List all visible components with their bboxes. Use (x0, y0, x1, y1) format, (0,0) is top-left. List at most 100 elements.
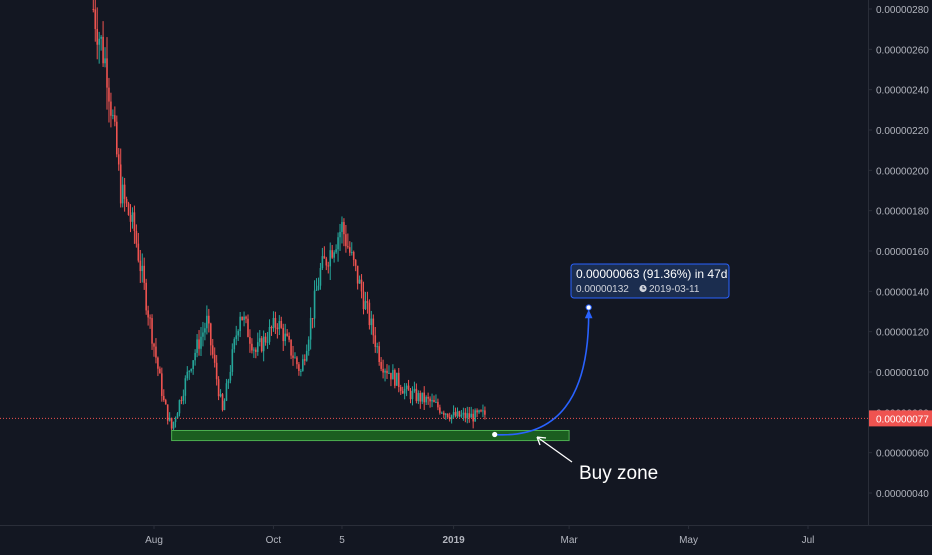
candle-body[interactable] (137, 243, 140, 261)
candle-body[interactable] (253, 349, 255, 351)
candle-body[interactable] (115, 121, 118, 155)
candle-body[interactable] (127, 203, 130, 215)
candle-body[interactable] (394, 370, 396, 386)
candle-body[interactable] (147, 310, 149, 318)
candle-body[interactable] (307, 339, 310, 351)
candle-body[interactable] (129, 214, 132, 222)
candle-body[interactable] (119, 164, 122, 204)
candle-body[interactable] (235, 335, 238, 340)
candle-body[interactable] (184, 378, 187, 396)
candle-body[interactable] (290, 339, 292, 356)
candle-body[interactable] (206, 315, 208, 329)
candle-body[interactable] (229, 371, 232, 381)
candle-body[interactable] (170, 417, 173, 429)
candle-body[interactable] (313, 290, 316, 319)
candle-body[interactable] (100, 36, 102, 39)
candle-body[interactable] (427, 396, 429, 399)
candle-body[interactable] (425, 396, 427, 403)
candle-body[interactable] (372, 318, 375, 336)
candle-body[interactable] (180, 400, 183, 402)
candle-body[interactable] (419, 393, 422, 402)
candle-body[interactable] (145, 282, 147, 311)
candle-body[interactable] (182, 395, 185, 401)
candle-body[interactable] (92, 9, 95, 10)
candle-body[interactable] (347, 246, 349, 248)
candle-body[interactable] (464, 412, 467, 419)
candle-body[interactable] (123, 184, 126, 199)
candle-body[interactable] (392, 370, 394, 380)
candle-body[interactable] (382, 368, 384, 373)
candle-body[interactable] (239, 316, 241, 332)
candle-body[interactable] (329, 250, 332, 267)
candle-body[interactable] (376, 346, 379, 348)
candle-body[interactable] (151, 318, 153, 344)
candle-body[interactable] (421, 392, 424, 402)
candle-body[interactable] (176, 413, 179, 419)
candle-body[interactable] (345, 234, 347, 247)
candle-body[interactable] (362, 291, 365, 310)
candle-body[interactable] (433, 400, 435, 403)
candle-body[interactable] (478, 410, 480, 413)
candle-body[interactable] (276, 327, 279, 330)
candle-body[interactable] (192, 360, 194, 369)
candle-body[interactable] (364, 301, 367, 310)
candle-body[interactable] (409, 390, 412, 400)
candle-body[interactable] (311, 318, 314, 320)
candle-body[interactable] (225, 383, 228, 401)
candle-body[interactable] (384, 370, 386, 373)
candle-body[interactable] (439, 407, 441, 413)
candle-body[interactable] (321, 256, 324, 269)
candle-body[interactable] (104, 58, 106, 64)
candle-body[interactable] (155, 346, 157, 358)
candle-body[interactable] (454, 412, 457, 417)
candle-body[interactable] (208, 315, 210, 324)
candle-body[interactable] (448, 416, 451, 420)
candle-body[interactable] (217, 379, 220, 397)
candle-body[interactable] (94, 9, 97, 30)
candle-body[interactable] (435, 401, 437, 403)
candle-body[interactable] (396, 372, 398, 386)
candle-body[interactable] (399, 387, 402, 391)
candle-body[interactable] (213, 354, 216, 363)
candle-body[interactable] (296, 357, 298, 365)
candle-body[interactable] (280, 320, 283, 328)
candle-body[interactable] (403, 388, 406, 394)
candle-body[interactable] (211, 345, 214, 355)
buy-zone-rect[interactable] (171, 429, 570, 442)
candle-body[interactable] (272, 317, 275, 329)
candle-body[interactable] (429, 398, 431, 402)
candle-body[interactable] (354, 259, 357, 266)
candle-body[interactable] (437, 401, 439, 408)
candle-body[interactable] (139, 260, 142, 272)
candle-body[interactable] (121, 184, 124, 204)
candle-body[interactable] (349, 247, 351, 253)
candle-body[interactable] (470, 413, 473, 418)
candle-body[interactable] (114, 115, 116, 122)
candle-body[interactable] (466, 413, 469, 419)
candle-body[interactable] (168, 417, 171, 421)
candle-body[interactable] (251, 343, 253, 351)
candle-body[interactable] (264, 336, 267, 343)
candle-body[interactable] (190, 368, 193, 371)
candle-body[interactable] (302, 359, 304, 371)
candle-body[interactable] (188, 370, 191, 372)
candle-body[interactable] (380, 362, 382, 369)
candle-body[interactable] (327, 265, 330, 267)
y-axis[interactable]: 0.00000280 0.00000260 0.00000240 0.00000220… (868, 5, 929, 500)
candle-body[interactable] (274, 317, 277, 328)
candle-body[interactable] (401, 390, 404, 394)
candle-body[interactable] (460, 414, 463, 417)
candle-body[interactable] (186, 371, 189, 379)
candle-body[interactable] (249, 337, 251, 344)
candle-body[interactable] (446, 413, 449, 417)
candle-body[interactable] (172, 421, 175, 429)
candle-body[interactable] (162, 395, 165, 401)
candle-body[interactable] (452, 412, 455, 416)
candle-body[interactable] (407, 385, 410, 391)
candle-body[interactable] (300, 370, 302, 372)
candle-body[interactable] (288, 335, 290, 340)
candle-body[interactable] (405, 385, 408, 389)
candle-body[interactable] (358, 279, 361, 284)
candle-body[interactable] (413, 388, 416, 391)
